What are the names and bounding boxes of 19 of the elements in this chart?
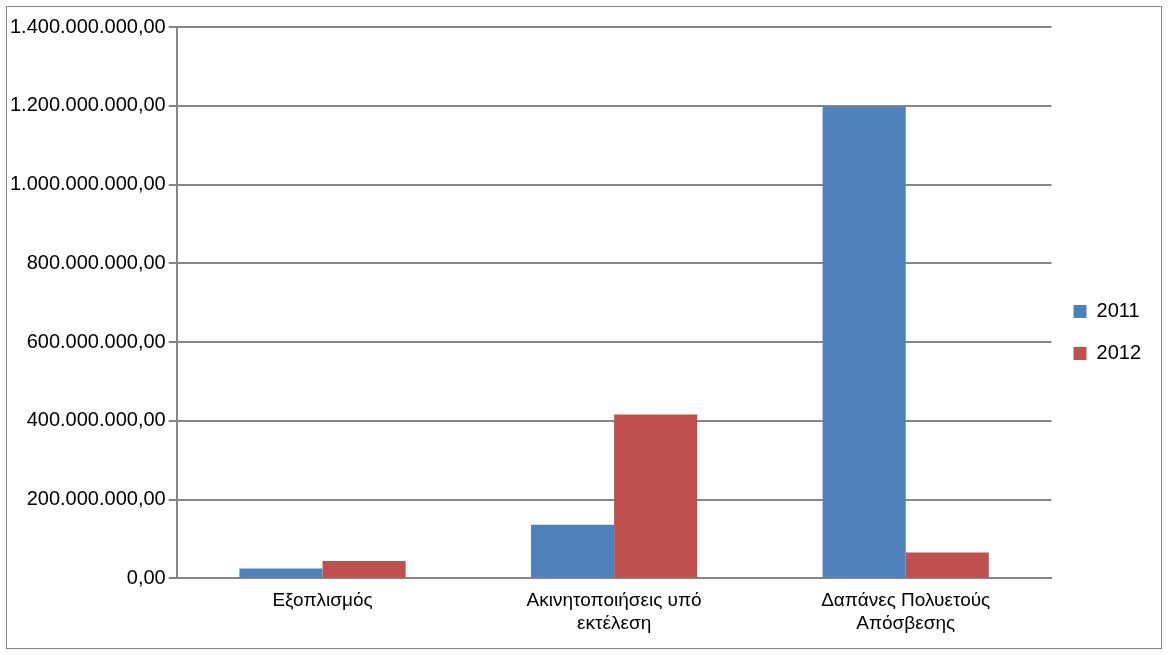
bar xyxy=(322,561,406,578)
bar xyxy=(905,552,989,578)
y-tick-label: 1.400.000.000,00 xyxy=(10,14,166,37)
y-tick-label: 1.200.000.000,00 xyxy=(10,93,166,116)
bar xyxy=(614,414,698,578)
y-tick-label: 1.000.000.000,00 xyxy=(10,172,166,195)
y-tick-label: 200.000.000,00 xyxy=(26,487,166,510)
x-tick-label: Δαπάνες Πολυετούς Απόσβεσης xyxy=(821,589,991,633)
bar xyxy=(822,106,906,578)
x-tick-label: Ακινητοποιήσεις υπό εκτέλεση xyxy=(526,589,702,633)
x-tick-label: Εξοπλισμός xyxy=(272,589,373,611)
y-tick-label: 600.000.000,00 xyxy=(26,329,166,352)
y-tick-label: 400.000.000,00 xyxy=(26,408,166,431)
legend-label: 2012 xyxy=(1096,341,1142,364)
bar xyxy=(239,568,323,578)
y-tick-label: 0,00 xyxy=(126,565,166,588)
legend-label: 2011 xyxy=(1096,299,1140,322)
y-tick-label: 800.000.000,00 xyxy=(26,250,166,273)
bar xyxy=(531,524,615,578)
